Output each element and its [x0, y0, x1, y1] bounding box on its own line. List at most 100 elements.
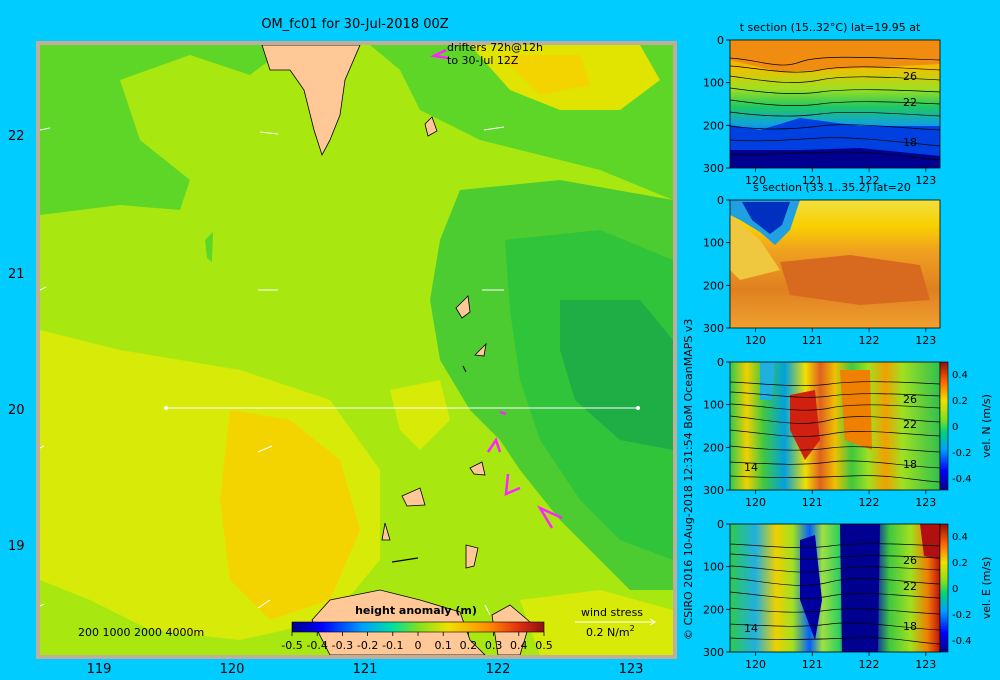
latitude-axis: 22 21 20 19	[8, 129, 25, 554]
positive-field-n	[500, 55, 590, 95]
velocity-east-section	[729, 524, 941, 652]
isotherm	[729, 415, 941, 424]
depth-tick-label: 100	[703, 77, 724, 90]
island	[465, 544, 479, 569]
depth-tick-label: 100	[703, 561, 724, 574]
isotherm	[729, 75, 941, 83]
isotherm	[729, 622, 941, 631]
lon-tick-label: 122	[859, 334, 880, 347]
lon-tick-label: 121	[802, 658, 823, 671]
colorbar-title: height anomaly (m)	[355, 604, 477, 617]
drifter-tracks	[429, 48, 563, 529]
wind-vector	[40, 286, 47, 291]
lon-label: 119	[87, 662, 112, 677]
green-region-nw	[40, 45, 290, 215]
taiwan-land	[261, 45, 361, 157]
lon-label: 121	[353, 662, 378, 677]
lon-tick-label: 123	[915, 496, 936, 509]
longitude-axis: 119 120 121 122 123	[87, 662, 644, 677]
lon-tick-label: 120	[745, 334, 766, 347]
colorbar-tick-label: 0.2	[460, 639, 478, 652]
velocity-core	[840, 370, 872, 450]
depth-tick-label: 200	[703, 441, 724, 454]
velocity-colorbar-tick: 0.4	[952, 370, 968, 381]
island	[455, 295, 471, 319]
isotherm	[729, 99, 941, 107]
velocity-colorbar-tick: -0.2	[952, 610, 972, 621]
velocity-core	[840, 524, 880, 652]
lat-label: 22	[8, 129, 25, 144]
island	[424, 116, 438, 137]
isotherm	[729, 111, 941, 117]
isotherms	[729, 56, 941, 161]
warm-layer	[730, 40, 940, 72]
green-spot	[205, 232, 213, 262]
velocity-north-section	[729, 362, 941, 490]
contour-label: 14	[744, 622, 758, 635]
salinity-patch	[730, 215, 780, 280]
velocity-colorbar-label: vel. N (m/s)	[980, 394, 993, 458]
colorbar-tick-label: -0.4	[306, 639, 327, 652]
wind-vector	[257, 599, 271, 609]
isotherm	[729, 445, 941, 453]
wind-vector	[40, 445, 45, 449]
salty-core	[780, 255, 930, 305]
velocity-colorbar-tick: -0.4	[952, 474, 972, 485]
salinity-section	[730, 200, 940, 328]
island	[401, 487, 426, 507]
velocity-colorbar	[939, 523, 949, 653]
lon-label: 123	[619, 662, 644, 677]
lon-tick-label: 120	[745, 174, 766, 187]
positive-field-sw	[220, 410, 360, 620]
isotherm	[729, 565, 941, 573]
lon-tick-label: 121	[802, 334, 823, 347]
isotherm	[729, 553, 941, 560]
velocity-colorbar-tick: 0.4	[952, 532, 968, 543]
depth-tick-label: 300	[703, 484, 724, 497]
isotherm	[729, 577, 941, 586]
velocity-core	[790, 390, 820, 460]
wind-scale-arrowhead	[649, 618, 656, 626]
lon-tick-label: 120	[745, 658, 766, 671]
lon-tick-label: 122	[859, 658, 880, 671]
isotherm	[729, 591, 941, 599]
contour-label: 18	[903, 136, 917, 149]
isotherm	[729, 87, 941, 95]
contour-label: 26	[903, 70, 917, 83]
contour-label: 18	[903, 458, 917, 471]
depth-tick-label: 300	[703, 162, 724, 175]
isotherm	[729, 124, 941, 131]
credit-text: © CSIRO 2016 10-Aug-2018 12:31:54 BoM Oc…	[682, 319, 695, 640]
lon-tick-label: 122	[859, 496, 880, 509]
colorbar-tick-label: 0.3	[485, 639, 503, 652]
wind-vector	[257, 445, 273, 453]
contour-label: 22	[903, 418, 917, 431]
contour-label: 26	[903, 554, 917, 567]
island	[381, 522, 391, 541]
colorbar-ticks: -0.5 -0.4 -0.3 -0.2 -0.1 0 0.1 0.2 0.3 0.4 0.5	[281, 632, 553, 652]
panel-title: t section (15..32°C) lat=19.95 at	[740, 21, 921, 34]
velocity-colorbar-tick: -0.2	[952, 448, 972, 459]
velocity-colorbar-tick: 0.2	[952, 396, 968, 407]
temperature-section	[729, 40, 941, 168]
wind-vector	[40, 127, 51, 131]
isotherm	[729, 381, 941, 387]
depth-legend: 200 1000 2000 4000m	[78, 626, 204, 639]
depth-tick-label: 200	[703, 603, 724, 616]
lon-tick-label: 123	[915, 174, 936, 187]
velocity-core	[800, 535, 822, 640]
lon-tick-label: 123	[915, 334, 936, 347]
lon-tick-label: 121	[802, 496, 823, 509]
yellow-patch	[390, 380, 450, 450]
colorbar-tick-label: -0.1	[382, 639, 403, 652]
colorbar-tick-label: -0.3	[332, 639, 353, 652]
depth-tick-label: 0	[717, 34, 724, 47]
wind-scale-label: 0.2 N/m2	[586, 624, 635, 639]
depth-tick-label: 300	[703, 322, 724, 335]
velocity-core	[760, 362, 775, 400]
island	[474, 342, 487, 357]
isotherm	[729, 475, 941, 483]
velocity-colorbar-tick: 0	[952, 422, 958, 433]
panel-frame	[729, 199, 941, 329]
colorbar-tick-label: -0.2	[357, 639, 378, 652]
